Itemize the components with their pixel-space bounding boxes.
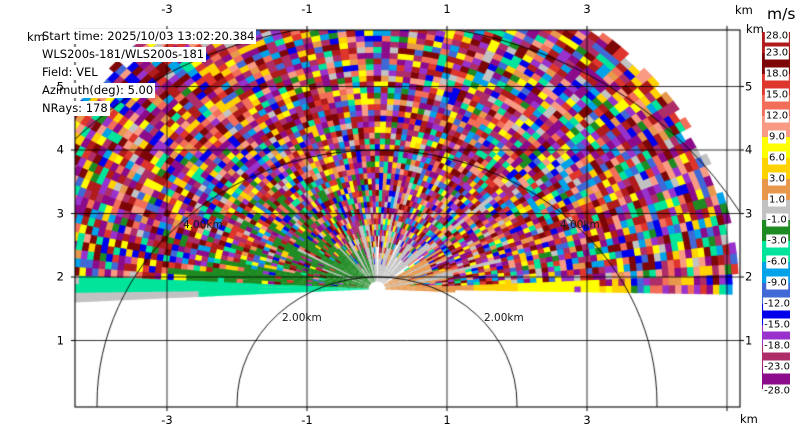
rhi-figure: Start time: 2025/10/03 13:02:20.384 WLS2… <box>0 0 800 438</box>
scan-canvas <box>0 0 800 438</box>
